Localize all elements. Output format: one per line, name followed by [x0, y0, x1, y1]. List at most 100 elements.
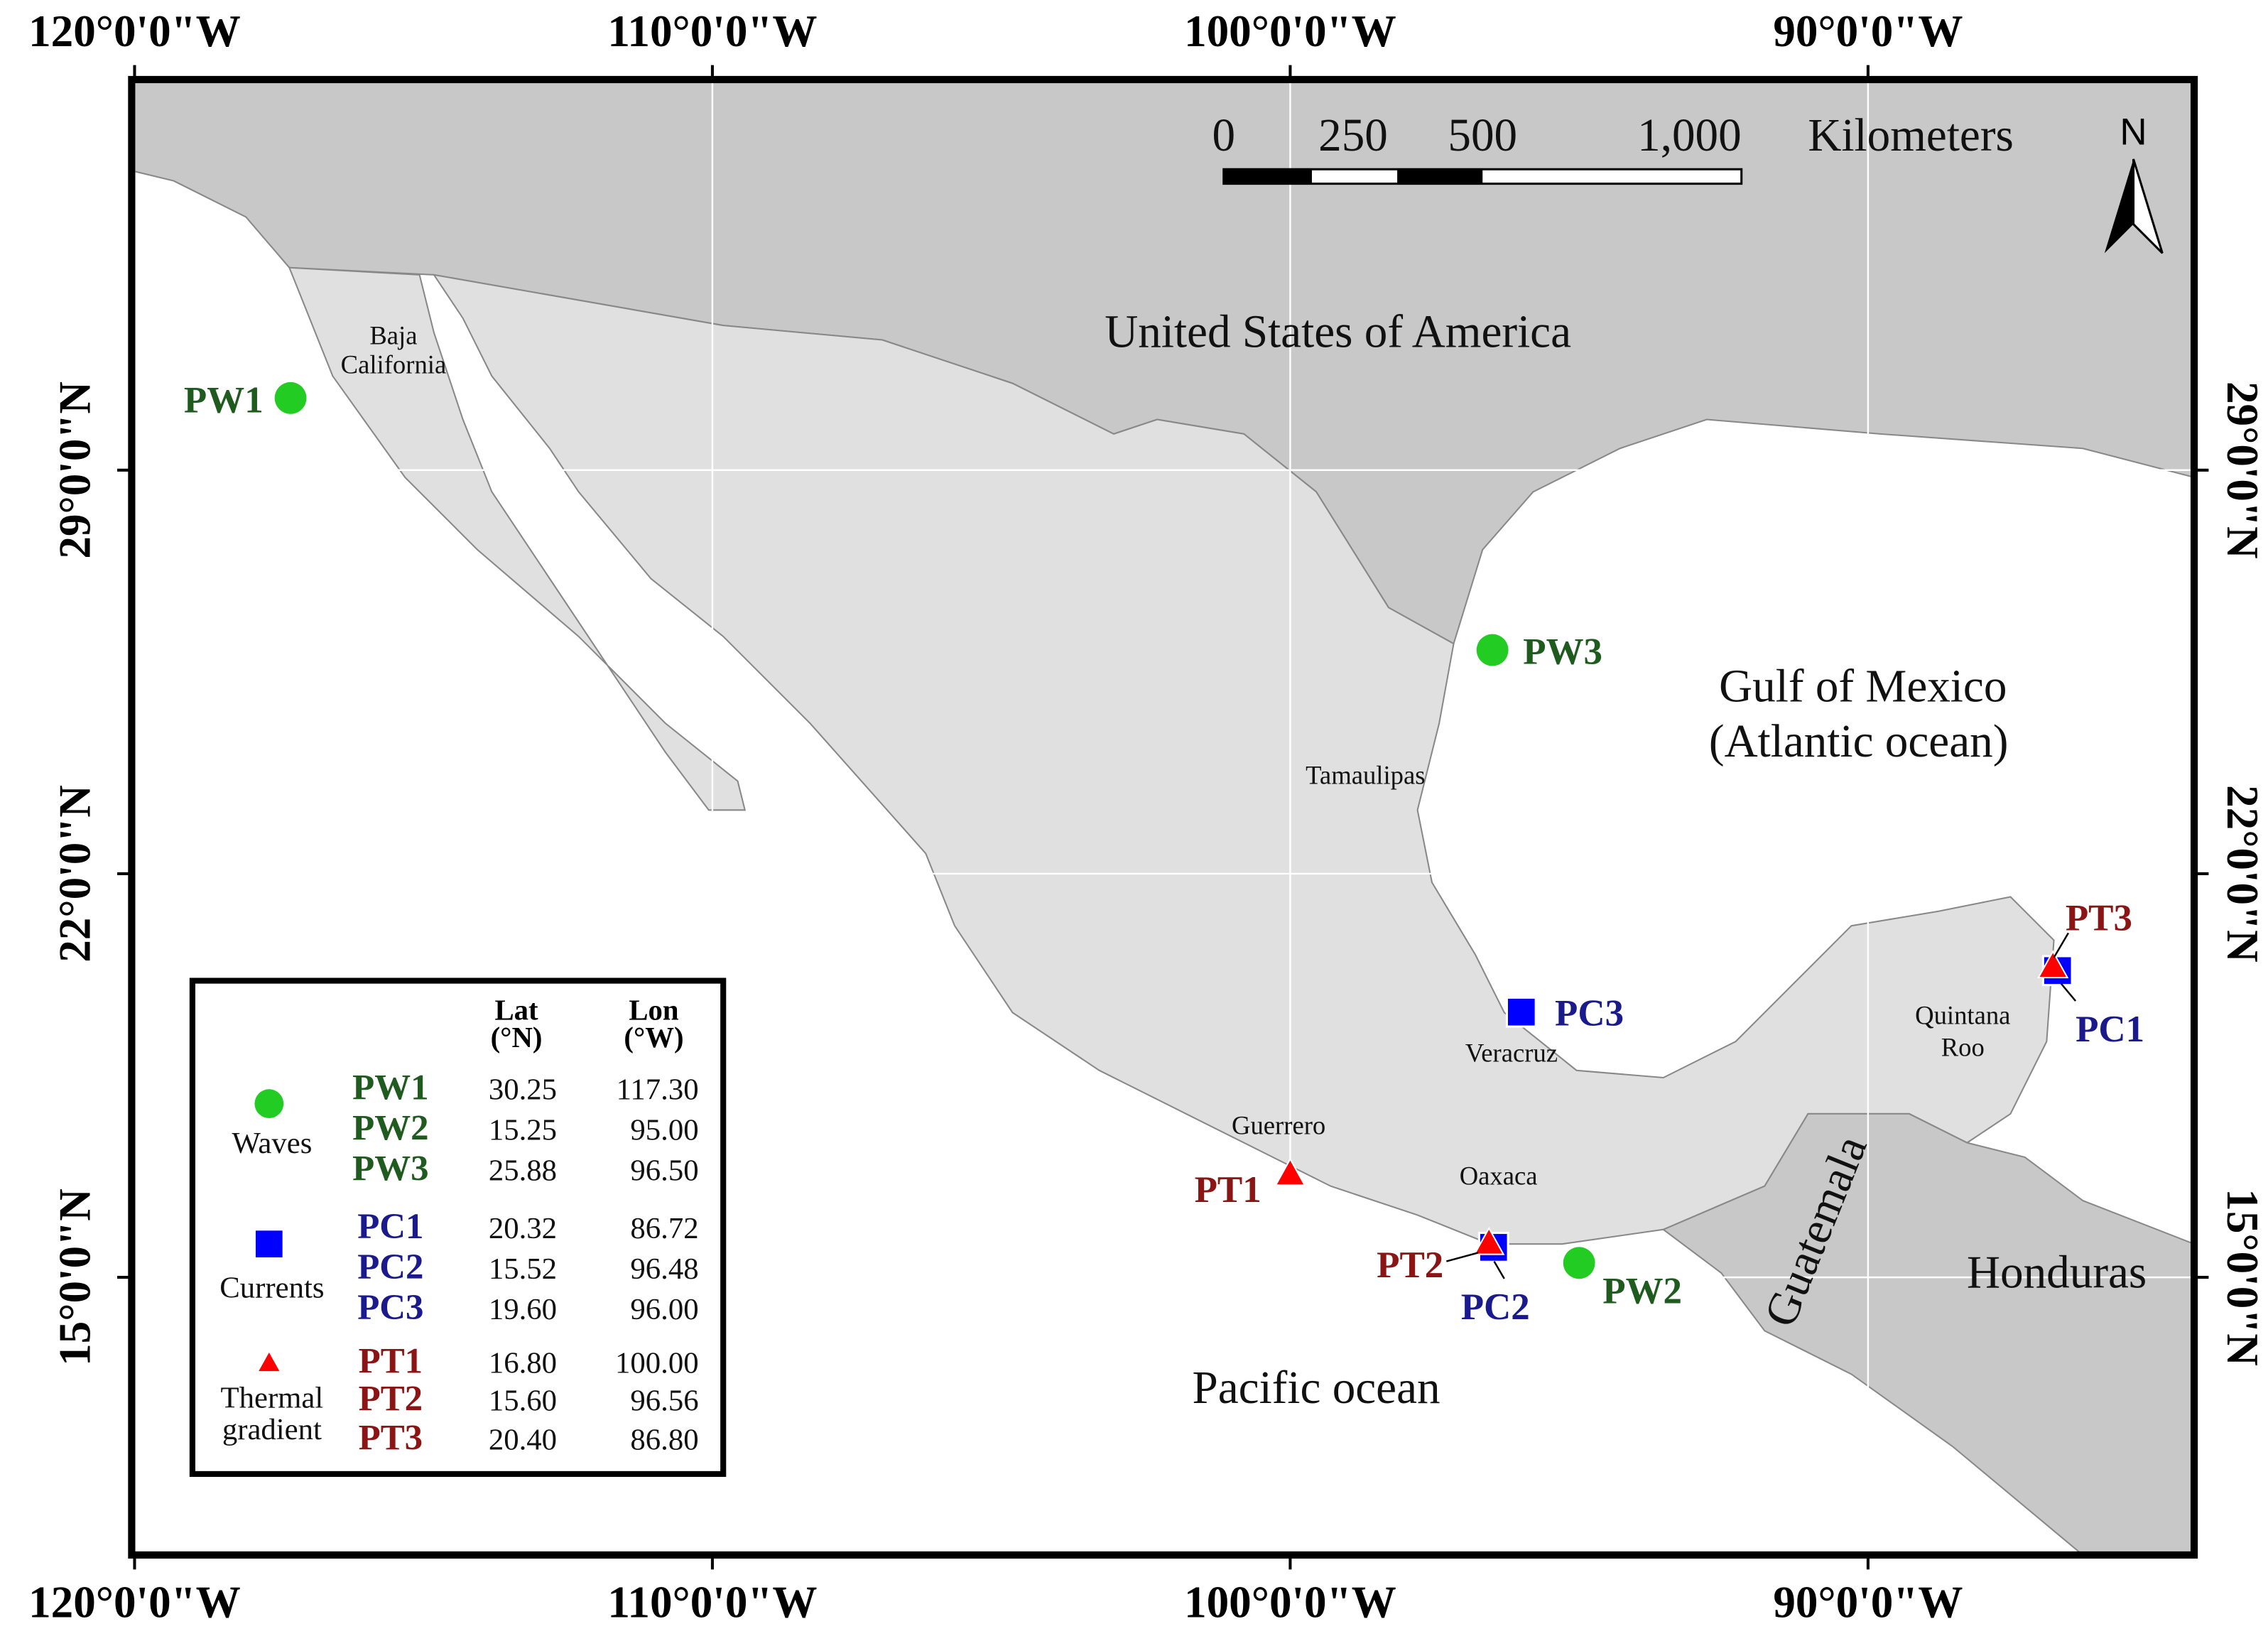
legend-header: (°W) — [624, 1022, 683, 1053]
legend-lat: 20.40 — [489, 1423, 557, 1456]
state-label: California — [341, 350, 447, 379]
legend: Lat (°N) Lon (°W) Waves PW1 30.25 117.30 PW2… — [189, 977, 727, 1478]
ocean-label: (Atlantic ocean) — [1709, 716, 2008, 767]
state-label: Oaxaca — [1460, 1161, 1538, 1191]
scale-label: 500 — [1448, 110, 1517, 161]
site-label: PC2 — [1461, 1286, 1530, 1328]
legend-site: PW1 — [352, 1068, 428, 1108]
x-tick-label: 100°0'0"W — [1184, 1578, 1396, 1627]
legend-category: Thermal — [220, 1381, 323, 1414]
legend-lon: 96.48 — [630, 1252, 698, 1286]
site-label: PW1 — [184, 379, 264, 421]
legend-lon: 95.00 — [630, 1114, 698, 1147]
scale-label: 250 — [1318, 110, 1388, 161]
ocean-label: Gulf of Mexico — [1719, 661, 2007, 713]
state-label: Roo — [1941, 1032, 1985, 1061]
legend-header: Lon — [629, 995, 679, 1026]
site-label: PW3 — [1523, 632, 1602, 673]
legend-lon: 86.80 — [630, 1423, 698, 1456]
scale-unit: Kilometers — [1808, 110, 2014, 161]
site-label: PC1 — [2076, 1009, 2144, 1050]
x-tick-label: 110°0'0"W — [607, 1578, 817, 1627]
site-label: PC3 — [1555, 993, 1624, 1034]
y-tick-label: 22°0'0"N — [2218, 785, 2267, 963]
legend-lon: 96.56 — [630, 1384, 698, 1417]
y-tick-label: 15°0'0"N — [50, 1188, 99, 1366]
scale-label: 0 — [1212, 110, 1235, 161]
state-label: Guerrero — [1232, 1110, 1325, 1139]
legend-lat: 16.80 — [489, 1346, 557, 1380]
site-marker — [1473, 1226, 1505, 1255]
north-arrow — [2132, 158, 2164, 254]
legend-lon: 86.72 — [630, 1212, 698, 1245]
frame — [128, 75, 2198, 1559]
site-marker — [2037, 950, 2069, 979]
site-marker — [1563, 1247, 1595, 1279]
legend-lat: 19.60 — [489, 1293, 557, 1326]
legend-lon: 117.30 — [617, 1073, 699, 1107]
legend-category: Waves — [232, 1127, 312, 1160]
legend-lon: 100.00 — [615, 1346, 699, 1380]
legend-site: PC2 — [357, 1247, 423, 1287]
leader-line — [1446, 1252, 1479, 1262]
legend-site: PW2 — [352, 1109, 428, 1149]
legend-site: PC1 — [357, 1207, 423, 1247]
state-label: Tamaulipas — [1306, 761, 1425, 790]
x-tick-label: 120°0'0"W — [28, 1578, 241, 1627]
north-label: N — [2120, 112, 2147, 153]
legend-site: PT1 — [359, 1341, 423, 1381]
site-marker — [1505, 996, 1537, 1028]
scale-segment — [1397, 169, 1483, 184]
y-tick-label: 15°0'0"N — [2218, 1188, 2267, 1366]
site-label: PW2 — [1602, 1271, 1682, 1312]
leader-line — [2053, 932, 2069, 958]
legend-category: Currents — [219, 1272, 324, 1305]
legend-site: PT2 — [359, 1379, 423, 1419]
legend-lat: 15.60 — [489, 1384, 557, 1417]
site-marker — [1476, 634, 1509, 666]
legend-header: Lat — [494, 995, 538, 1026]
site-labels: PW1 PW2 PW3 PC1 PC2 PC3 PT1 PT2 PT3 — [184, 379, 2144, 1328]
site-marker — [253, 1228, 285, 1260]
site-marker — [1274, 1157, 1306, 1186]
scale-label: 1,000 — [1637, 110, 1742, 161]
x-tick-label: 120°0'0"W — [28, 6, 241, 56]
state-label: Baja — [369, 321, 417, 350]
legend-site: PT3 — [359, 1418, 423, 1458]
baja-california — [288, 266, 747, 811]
legend-lat: 15.52 — [489, 1252, 557, 1286]
x-tick-label: 100°0'0"W — [1184, 6, 1396, 56]
legend-site: PC3 — [357, 1288, 423, 1328]
country-label: Honduras — [1967, 1247, 2147, 1298]
leader-line — [1493, 1260, 1505, 1279]
site-label: PT1 — [1195, 1169, 1261, 1210]
x-tick-label: 90°0'0"W — [1773, 6, 1963, 56]
y-tick-label: 22°0'0"N — [50, 785, 99, 963]
y-tick-label: 29°0'0"N — [50, 381, 99, 559]
scale-segment — [1223, 169, 1312, 184]
scale-bar: 0 250 500 1,000 Kilometers — [1212, 110, 2014, 185]
state-label: Veracruz — [1465, 1039, 1558, 1068]
site-marker — [256, 1349, 282, 1373]
state-label: Quintana — [1915, 1001, 2010, 1030]
site-label: PT2 — [1377, 1245, 1443, 1286]
legend-lat: 20.32 — [489, 1212, 557, 1245]
legend-lat: 30.25 — [489, 1073, 557, 1107]
site-marker — [274, 381, 307, 414]
sites — [274, 381, 2073, 1279]
ocean-label: Pacific ocean — [1193, 1363, 1440, 1414]
legend-lat: 15.25 — [489, 1114, 557, 1147]
site-label: PT3 — [2066, 897, 2132, 938]
country-label: United States of America — [1105, 307, 1571, 358]
y-tick-label: 29°0'0"N — [2218, 381, 2267, 559]
x-tick-label: 110°0'0"W — [607, 6, 817, 56]
legend-category: gradient — [222, 1413, 322, 1446]
legend-site: PW3 — [352, 1149, 428, 1189]
site-marker — [254, 1089, 284, 1119]
legend-header: (°N) — [491, 1022, 543, 1053]
legend-box — [189, 977, 727, 1478]
x-tick-label: 90°0'0"W — [1773, 1578, 1963, 1627]
leader-lines — [1446, 932, 2077, 1279]
